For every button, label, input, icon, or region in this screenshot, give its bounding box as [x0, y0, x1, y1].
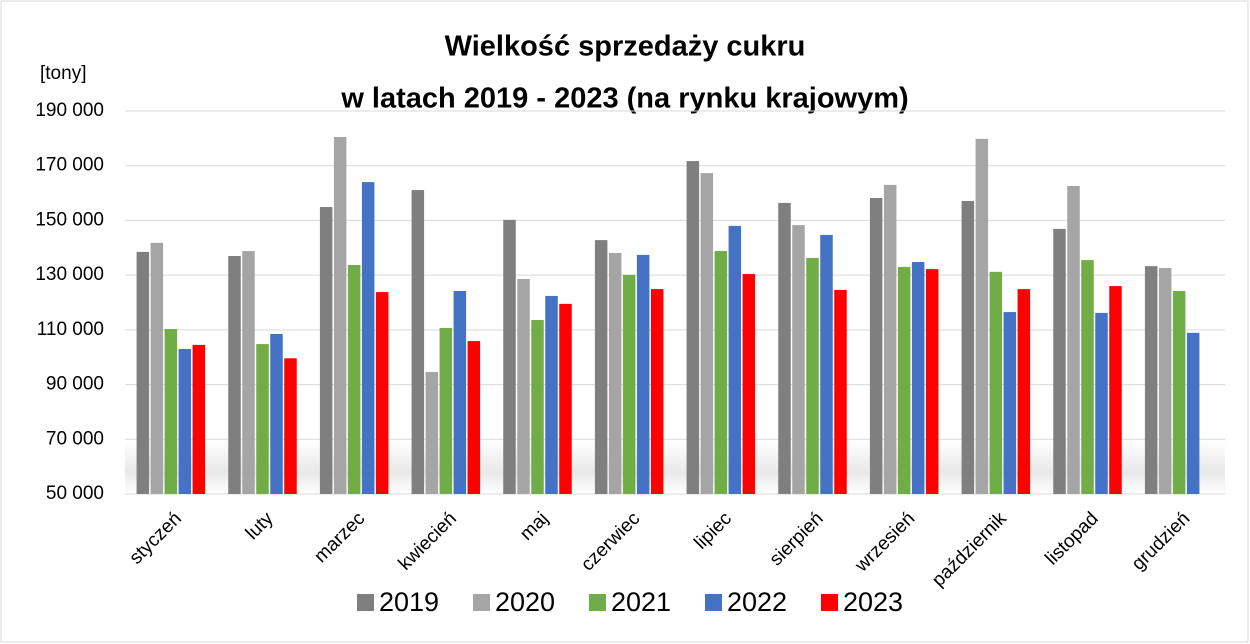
bar [594, 240, 608, 494]
bar [453, 291, 467, 494]
legend-label: 2019 [379, 587, 439, 617]
y-tick-label: 50 000 [46, 483, 104, 504]
bar [1109, 286, 1122, 494]
bar [136, 251, 150, 494]
bar [897, 266, 911, 494]
bar [714, 251, 728, 494]
bar [425, 371, 439, 494]
bar [439, 327, 453, 494]
bar [347, 265, 361, 494]
bar [192, 344, 206, 494]
bar [820, 234, 833, 494]
bar [164, 329, 178, 494]
bar [150, 242, 164, 494]
legend-label: 2023 [843, 587, 903, 617]
bar [700, 173, 714, 494]
bar [792, 225, 805, 494]
bar [1172, 291, 1186, 494]
bar [1067, 185, 1080, 495]
bar [608, 252, 622, 494]
bar [1144, 266, 1158, 494]
bar [925, 269, 939, 494]
legend-swatch [357, 594, 374, 611]
bar [686, 161, 700, 494]
bar [742, 274, 756, 494]
bar [911, 262, 925, 494]
bar [333, 136, 347, 494]
bar [975, 138, 989, 494]
bar [284, 358, 297, 494]
legend-swatch [821, 594, 838, 611]
bar [1095, 312, 1108, 494]
chart-title: w latach 2019 - 2023 (na rynku krajowym) [340, 83, 908, 115]
y-tick-label: 150 000 [35, 209, 104, 230]
bar [319, 207, 333, 495]
legend-swatch [473, 594, 490, 611]
bar [559, 303, 572, 494]
bar [806, 257, 819, 494]
bar [961, 201, 975, 494]
legend-label: 2022 [727, 587, 787, 617]
bar [517, 278, 530, 494]
bar [228, 255, 241, 494]
bar [270, 333, 283, 494]
bar [545, 295, 558, 494]
bar [1053, 228, 1066, 494]
bar [883, 184, 897, 494]
bar [361, 182, 375, 494]
bar [622, 274, 636, 494]
y-tick-label: 70 000 [46, 428, 104, 449]
legend-label: 2021 [611, 587, 671, 617]
legend-swatch [589, 594, 606, 611]
y-tick-label: 190 000 [35, 100, 104, 121]
backdrop [125, 440, 1225, 494]
chart-title: Wielkość sprzedaży cukru [445, 31, 806, 63]
bar [467, 341, 481, 494]
bar [1158, 268, 1172, 494]
bar [1081, 260, 1094, 494]
y-tick-label: 110 000 [37, 319, 104, 340]
bar [1003, 312, 1017, 494]
bar [242, 251, 255, 494]
bar [869, 197, 883, 494]
y-tick-label: 130 000 [35, 264, 104, 285]
bar [411, 190, 425, 495]
legend-swatch [705, 594, 722, 611]
bar [1017, 289, 1031, 494]
y-tick-label: 90 000 [46, 374, 104, 395]
bar [178, 349, 192, 494]
legend-label: 2020 [495, 587, 555, 617]
bar [728, 225, 742, 494]
bar [531, 320, 544, 494]
bar [989, 271, 1003, 494]
bar [778, 202, 791, 495]
bar [256, 344, 269, 494]
y-tick-label: 170 000 [35, 155, 104, 176]
bar [1186, 332, 1200, 494]
bar [503, 219, 516, 495]
bar [375, 292, 389, 494]
bar [636, 254, 650, 494]
y-axis-label: [tony] [40, 63, 86, 84]
bar [834, 289, 847, 494]
bar [650, 289, 664, 494]
